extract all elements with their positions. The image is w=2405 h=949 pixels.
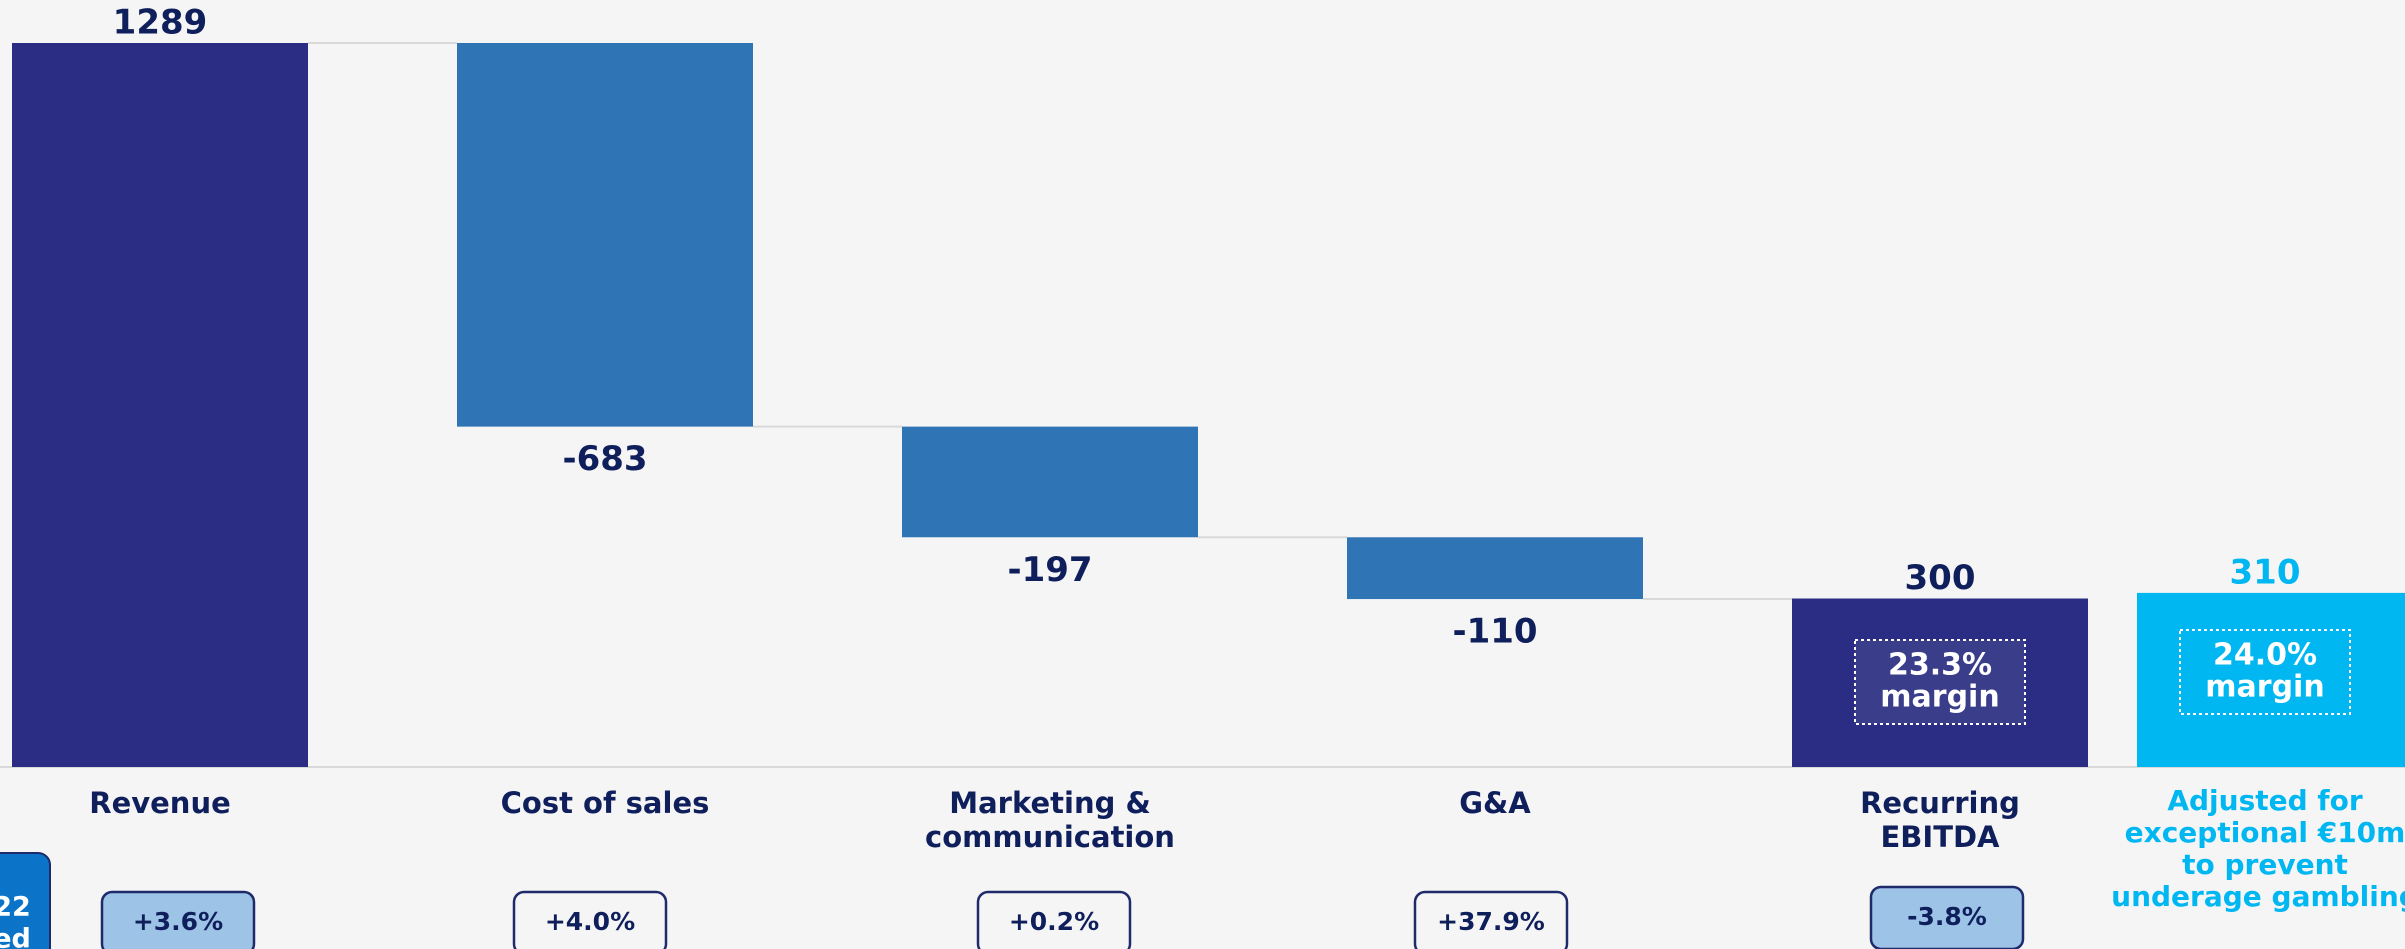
category-label: Revenue [89, 786, 231, 820]
value-label: -683 [562, 439, 647, 479]
change-badge [976, 890, 1132, 949]
change-badge [1869, 885, 2025, 949]
bar [902, 426, 1198, 538]
category-label: to prevent [2182, 848, 2348, 881]
value-label: 310 [2230, 552, 2301, 592]
value-label: -110 [1452, 612, 1537, 652]
bar [2137, 592, 2405, 767]
change-badge [1413, 890, 1569, 949]
value-label: -197 [1007, 550, 1092, 590]
change-label: +3.6% [133, 907, 223, 936]
change-label: -3.8% [1907, 902, 1987, 931]
category-label: EBITDA [1880, 820, 2000, 854]
category-label: communication [925, 820, 1175, 854]
category-label: exceptional €10m [2125, 816, 2405, 849]
corner-note: ed [0, 924, 31, 949]
change-badge [100, 890, 256, 949]
category-label: Adjusted for [2167, 784, 2362, 817]
bar [1347, 537, 1643, 600]
margin-label: margin [1880, 680, 1999, 715]
margin-label: 23.3% [1888, 648, 1992, 683]
category-label: G&A [1459, 786, 1531, 820]
margin-label: margin [2205, 670, 2324, 705]
margin-box [1854, 639, 2026, 725]
margin-label: 24.0% [2213, 638, 2317, 673]
value-label: 1289 [113, 3, 208, 43]
category-label: Cost of sales [501, 786, 710, 820]
category-label: Marketing & [949, 786, 1151, 820]
bar [12, 43, 308, 767]
value-label: 300 [1905, 558, 1976, 598]
corner-note-box [0, 852, 51, 949]
change-label: +4.0% [545, 907, 635, 936]
corner-note: 22 [0, 892, 31, 923]
category-label: Recurring [1860, 786, 2020, 820]
change-label: +37.9% [1437, 907, 1545, 936]
category-label: underage gambling [2111, 880, 2405, 913]
margin-box [2179, 629, 2351, 715]
bar [457, 43, 753, 427]
change-badge [512, 890, 668, 949]
change-label: +0.2% [1009, 907, 1099, 936]
